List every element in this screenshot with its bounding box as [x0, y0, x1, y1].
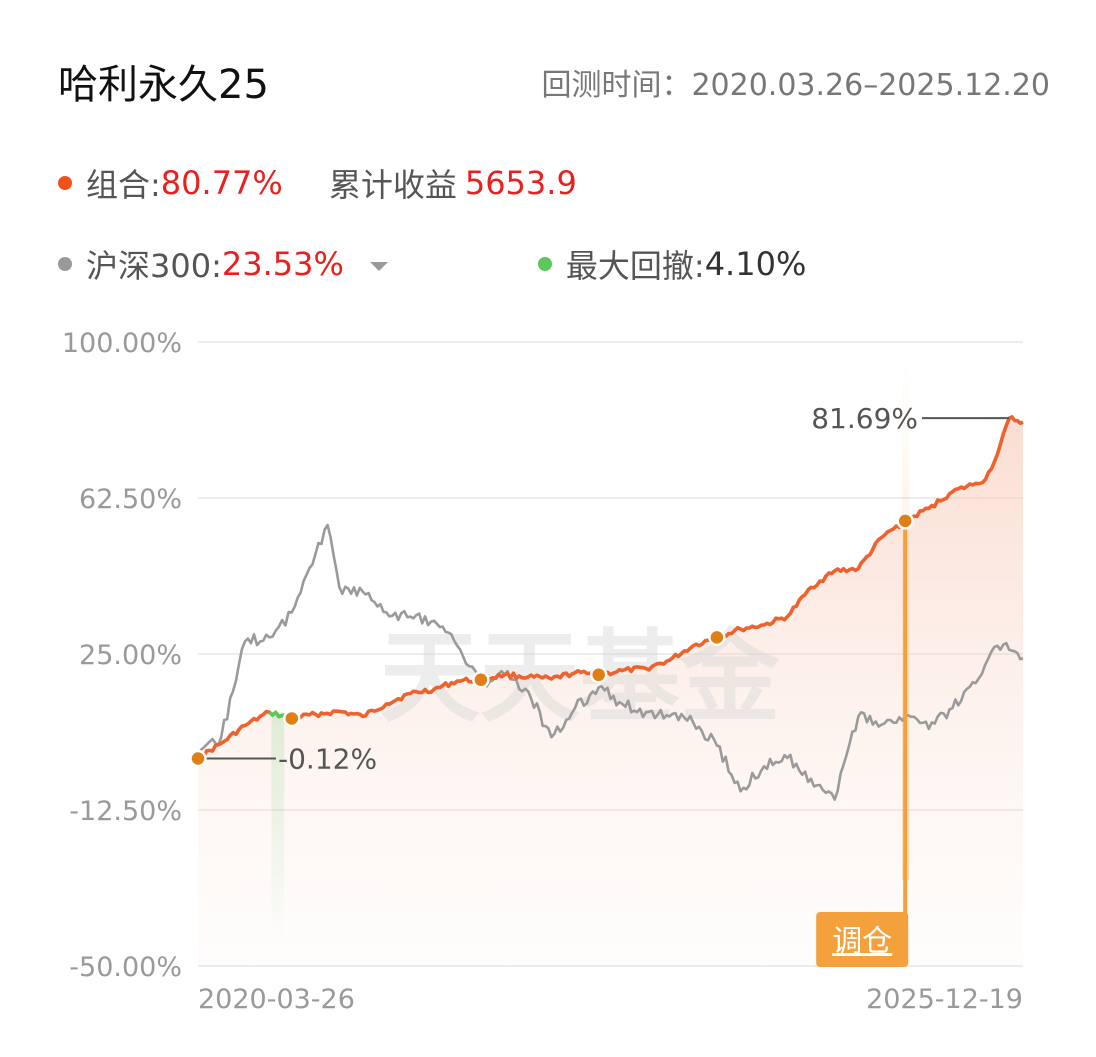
rebalance-marker — [708, 628, 726, 647]
rebalance-label[interactable]: 调仓 — [832, 924, 892, 959]
drawdown-band — [271, 712, 285, 946]
drawdown-legend-dot — [537, 257, 552, 271]
y-tick-label: -12.50% — [69, 796, 182, 827]
rebalance-marker — [589, 666, 608, 684]
portfolio-area — [198, 416, 1023, 966]
benchmark-label: 沪深300: — [86, 247, 222, 285]
cumulative-value: 5653.9 — [464, 164, 577, 202]
x-tick-label: 2020-03-26 — [198, 984, 355, 1015]
y-tick-label: -50.00% — [69, 952, 182, 983]
rebalance-badge — [816, 912, 909, 967]
drawdown-label: 最大回撤: — [565, 247, 705, 285]
rebalance-marker — [189, 749, 207, 768]
y-tick-label: 62.50% — [79, 484, 182, 515]
portfolio-legend-dot — [58, 176, 72, 190]
benchmark-summary: 沪深300: 23.53% 最大回撤: 4.10% — [58, 241, 806, 287]
peak-annotation-label: 81.69% — [811, 402, 918, 435]
rebalance-marker — [283, 709, 301, 728]
benchmark-line — [196, 523, 1024, 801]
period-range: 2020.03.26–2025.12.20 — [691, 68, 1050, 103]
performance-chart: 天天基金 -0.12% 81.69% 调仓 100.00% 62.50% 25.00% -… — [0, 300, 1096, 1057]
portfolio-return: 80.77% — [160, 164, 283, 202]
rebalance-marker — [896, 512, 914, 530]
portfolio-summary: 组合: 80.77% 累计收益 5653.9 — [58, 160, 577, 206]
y-tick-label: 25.00% — [79, 640, 182, 671]
portfolio-label: 组合: — [86, 166, 161, 204]
page-title: 哈利永久25 — [58, 62, 269, 108]
chevron-down-icon[interactable] — [369, 261, 388, 271]
y-tick-label: 100.00% — [62, 328, 182, 359]
portfolio-line — [197, 415, 1024, 761]
period-label: 回测时间： — [541, 68, 692, 103]
x-tick-label: 2025-12-19 — [866, 984, 1023, 1015]
cumulative-label: 累计收益 — [328, 166, 457, 204]
chart-canvas: 天天基金 -0.12%81.69%调仓 100.00%62.50%25.00%-… — [62, 328, 1024, 1015]
backtest-period: 回测时间：2020.03.26–2025.12.20 — [541, 60, 1050, 104]
rebalance-marker — [472, 671, 490, 689]
drawdown-segment — [268, 709, 286, 719]
benchmark-selector[interactable]: 沪深300: 23.53% — [86, 241, 388, 287]
benchmark-legend-dot — [58, 257, 72, 271]
start-annotation-label: -0.12% — [278, 742, 377, 775]
drawdown-value: 4.10% — [704, 245, 807, 283]
benchmark-return: 23.53% — [221, 245, 344, 283]
